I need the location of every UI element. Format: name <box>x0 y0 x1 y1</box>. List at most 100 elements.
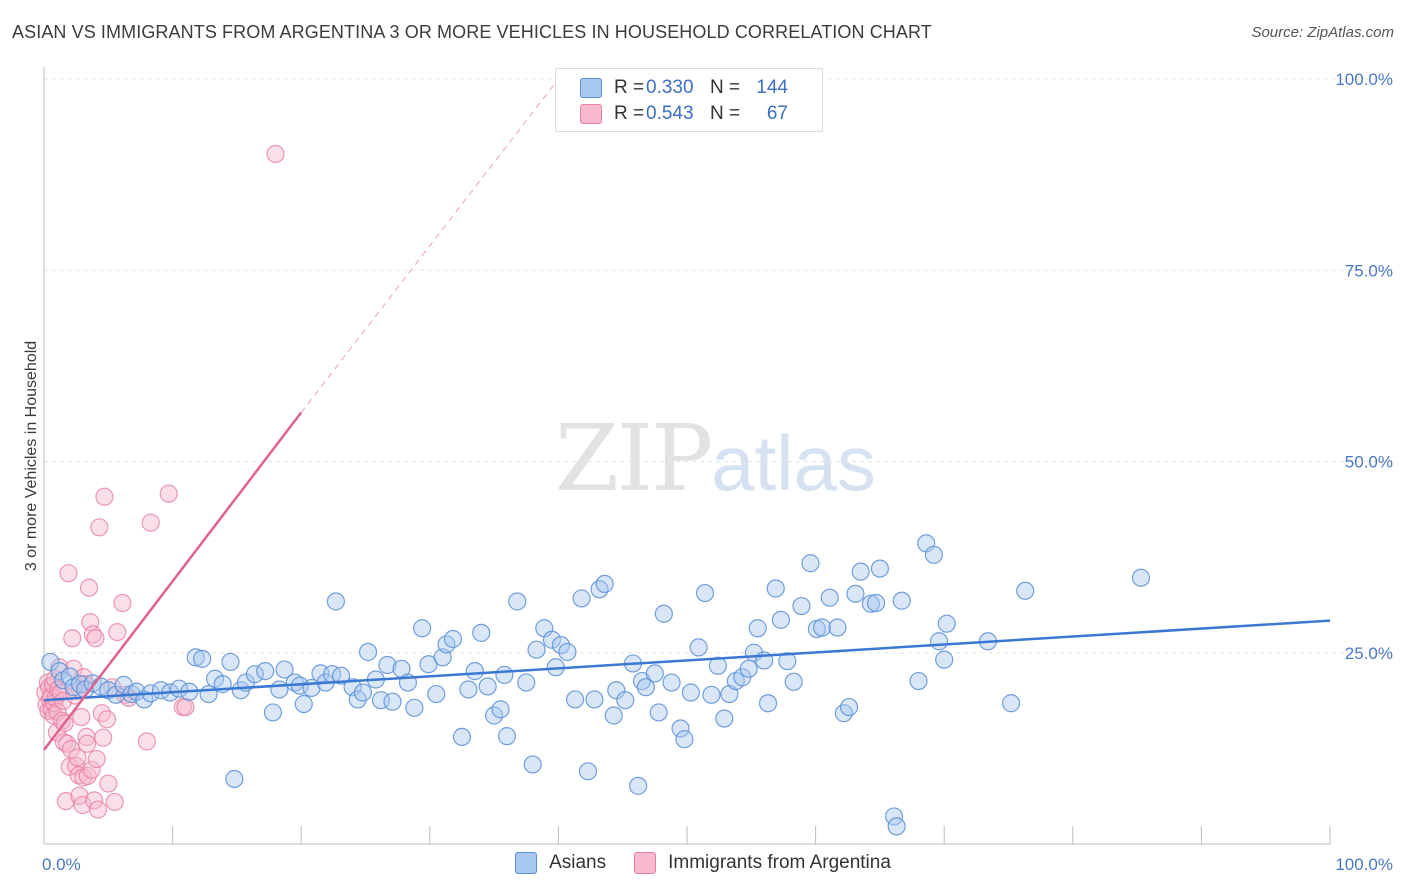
n-label: N = <box>710 77 741 98</box>
argentina-point <box>82 760 101 779</box>
asian-point <box>595 574 614 594</box>
argentina-point <box>141 513 160 532</box>
asian-point <box>675 730 694 749</box>
watermark-atlas: atlas <box>711 419 876 507</box>
asian-point <box>1016 581 1035 600</box>
r-label: R = <box>614 77 645 98</box>
argentina-point <box>48 702 67 721</box>
asian-point <box>558 642 577 662</box>
asian-point <box>412 619 432 638</box>
asian-point <box>739 659 758 678</box>
asian-point <box>629 776 648 795</box>
argentina-point <box>99 774 118 793</box>
asian-point <box>294 694 313 714</box>
asian-point <box>887 817 906 836</box>
asian-point <box>225 769 244 789</box>
asian-point <box>443 629 463 649</box>
argentina-point <box>176 697 195 717</box>
asian-point <box>929 632 949 651</box>
asian-point <box>758 694 778 713</box>
asian-point <box>353 683 373 702</box>
asian-point <box>866 593 886 613</box>
asian-point <box>604 706 623 725</box>
argentina-point <box>159 484 178 503</box>
asian-point <box>270 680 289 699</box>
argentina-point <box>54 691 73 711</box>
series-legend: Asians Immigrants from Argentina <box>0 852 1406 874</box>
asian-point <box>645 664 664 683</box>
argentina-point <box>77 734 97 753</box>
asian-point <box>935 650 954 669</box>
asian-point <box>452 727 472 747</box>
argentina-point <box>113 593 132 613</box>
legend-label-asians: Asians <box>549 852 607 873</box>
r-label: R = <box>614 103 645 124</box>
argentina-point <box>68 748 87 767</box>
asian-point <box>542 630 562 649</box>
argentina-point <box>266 144 285 164</box>
watermark-zip: ZIP <box>555 405 713 512</box>
asian-point <box>892 591 911 610</box>
argentina-point <box>95 487 114 506</box>
watermark: ZIPatlas <box>555 405 876 512</box>
asian-point <box>636 678 655 697</box>
asian-trend-line <box>43 619 1331 702</box>
asian-point <box>186 648 205 667</box>
axes <box>43 67 1331 845</box>
asian-point <box>285 673 304 692</box>
asian-point <box>465 662 484 681</box>
asian-point <box>70 675 90 694</box>
argentina-point <box>97 710 117 729</box>
asian-point <box>801 554 820 573</box>
asian-point <box>523 755 542 774</box>
legend-label-argentina: Immigrants from Argentina <box>668 852 891 873</box>
argentina-point <box>63 629 82 648</box>
argentina-point <box>137 732 156 751</box>
asian-point <box>221 652 240 672</box>
asian-point <box>861 594 880 613</box>
asian-point <box>812 618 832 637</box>
asian-point <box>616 691 635 710</box>
asian-point <box>245 665 265 684</box>
y-tick-label: 75.0% <box>1345 261 1393 280</box>
asian-point <box>681 683 700 702</box>
asian-point <box>689 638 708 657</box>
asian-point <box>870 559 890 578</box>
asian-point <box>383 692 402 711</box>
asian-point <box>527 640 546 659</box>
legend-row-argentina: R = 0.543 N = 67 <box>580 102 788 126</box>
chart-title: ASIAN VS IMMIGRANTS FROM ARGENTINA 3 OR … <box>12 22 932 42</box>
asian-point <box>427 684 446 704</box>
argentina-point <box>49 680 68 699</box>
asian-point <box>792 596 811 616</box>
asian-point <box>851 562 870 581</box>
asian-point <box>326 592 346 611</box>
source-label: Source: ZipAtlas.com <box>1251 24 1394 41</box>
asian-point <box>590 580 609 599</box>
asian-point <box>778 652 797 671</box>
x-tick-label: 0.0% <box>42 855 81 874</box>
asian-point <box>127 682 146 701</box>
asian-point <box>828 618 847 637</box>
grid <box>44 78 1393 654</box>
n-value: 144 <box>756 77 788 98</box>
asian-point <box>517 673 536 692</box>
asian-points <box>41 534 1151 836</box>
legend-item-asians: Asians <box>515 852 606 874</box>
asian-point <box>766 579 785 598</box>
asian-point <box>50 662 69 681</box>
asian-point <box>572 589 591 608</box>
n-value: 67 <box>766 103 788 124</box>
asian-point <box>909 671 928 691</box>
argentina-swatch <box>580 104 602 124</box>
asian-point <box>578 762 598 781</box>
asian-point <box>199 684 218 704</box>
r-value: 0.543 <box>646 103 694 124</box>
argentina-point <box>88 800 108 819</box>
asian-point <box>459 680 478 699</box>
argentina-point <box>108 622 127 642</box>
asian-point <box>846 584 865 603</box>
asian-point <box>495 665 514 685</box>
asian-point <box>715 709 734 728</box>
